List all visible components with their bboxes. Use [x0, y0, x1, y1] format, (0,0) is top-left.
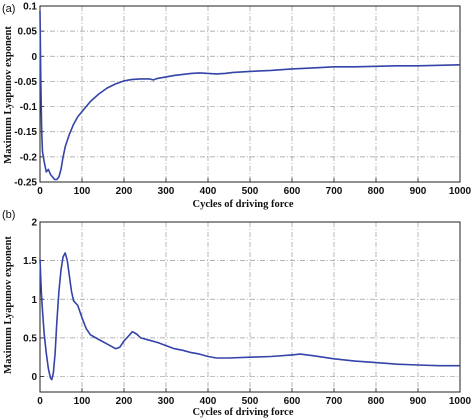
plot-frame	[39, 221, 461, 393]
x-tick-label: 300	[158, 186, 175, 197]
x-tick-label: 0	[37, 186, 43, 197]
y-tick-label: -0.1	[20, 102, 38, 113]
series-line	[39, 252, 460, 381]
x-tick-label: 400	[200, 396, 217, 407]
x-tick-label: 100	[74, 396, 91, 407]
y-tick-label: 2	[31, 218, 37, 229]
y-tick-label: -0.25	[14, 178, 37, 189]
y-tick-label: 0	[31, 372, 37, 383]
y-tick-label: 0.5	[23, 333, 37, 344]
x-tick-label: 500	[242, 186, 259, 197]
x-tick-label: 700	[326, 396, 343, 407]
y-tick-label: -0.15	[14, 127, 37, 138]
x-tick-label: 1000	[449, 396, 472, 407]
x-tick-label: 1000	[449, 186, 472, 197]
x-tick-label: 200	[116, 186, 133, 197]
chart-panel-a: 0.10.050-0.05-0.1-0.15-0.2-0.250 100 200 30…	[14, 2, 471, 198]
y-tick-label: 0.1	[23, 2, 37, 13]
x-tick-label: 800	[368, 186, 385, 197]
chart-panel-b: 2 1.5 1 0.5 0 0 100 200 300 400 500 600 700 800 900 100…	[23, 218, 471, 408]
y-tick-label: 1	[31, 295, 37, 306]
x-tick-label: 0	[37, 396, 43, 407]
x-tick-label: 900	[410, 186, 427, 197]
x-tick-label: 200	[116, 396, 133, 407]
x-axis-label-b: Cycles of driving force	[193, 407, 294, 418]
panel-label-b: (b)	[2, 209, 15, 221]
x-tick-label: 700	[326, 186, 343, 197]
x-tick-label: 600	[284, 186, 301, 197]
x-tick-label: 600	[284, 396, 301, 407]
panel-label-a: (a)	[2, 3, 15, 15]
y-tick-label: 0.05	[18, 27, 38, 38]
y-tick-label: -0.05	[14, 77, 37, 88]
y-tick-label: -0.2	[20, 152, 38, 163]
y-tick-label: 0	[31, 52, 37, 63]
y-tick-label: 1.5	[23, 256, 37, 267]
x-tick-label: 300	[158, 396, 175, 407]
x-tick-label: 400	[200, 186, 217, 197]
x-tick-label: 100	[74, 186, 91, 197]
x-tick-label: 800	[368, 396, 385, 407]
series-line	[39, 10, 461, 181]
x-tick-label: 900	[410, 396, 427, 407]
y-axis-label-a: Maximum Lyapunov exponent	[3, 26, 14, 164]
plot-frame	[39, 5, 461, 183]
x-axis-label-a: Cycles of driving force	[193, 199, 294, 210]
y-axis-label-b: Maximum Lyapunov exponent	[3, 236, 14, 374]
x-tick-label: 500	[242, 396, 259, 407]
